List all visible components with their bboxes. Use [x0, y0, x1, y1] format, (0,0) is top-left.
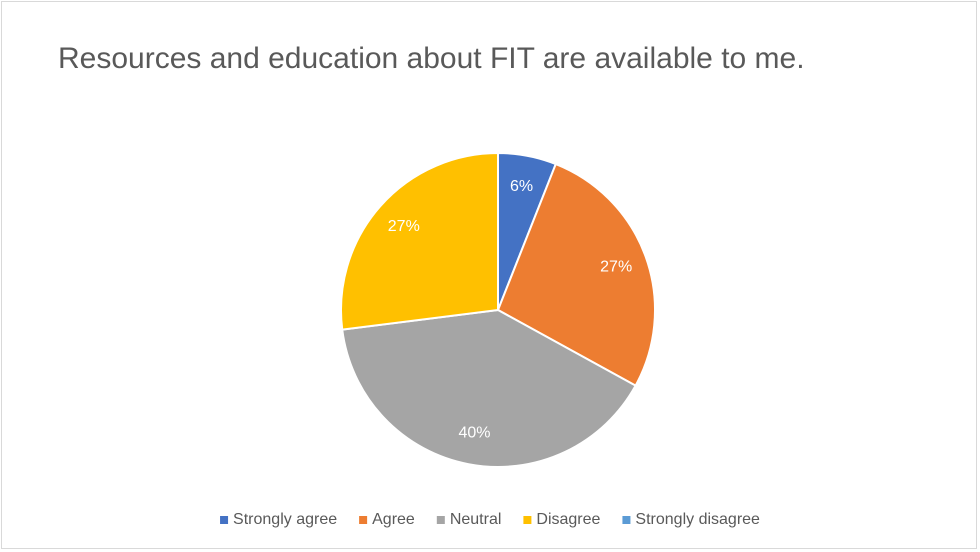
data-label: 27% — [388, 218, 420, 235]
legend-label: Strongly agree — [233, 511, 337, 528]
legend-label: Neutral — [450, 511, 502, 528]
data-label: 27% — [600, 259, 632, 276]
legend-swatch — [220, 516, 229, 524]
legend-label: Strongly disagree — [635, 511, 760, 528]
legend-label: Agree — [372, 511, 415, 528]
legend: Strongly agree Agree Neutral Disagree Strong… — [220, 511, 760, 528]
legend-swatch — [622, 516, 631, 524]
legend-swatch — [436, 516, 445, 524]
pie-slice — [496, 162, 656, 387]
legend-swatch — [359, 516, 368, 524]
pie-slice — [340, 151, 499, 331]
data-label: 40% — [458, 425, 490, 442]
legend-swatch — [523, 516, 532, 524]
data-label: 6% — [510, 178, 533, 195]
legend-label: Disagree — [536, 511, 600, 528]
pie-slice — [341, 308, 637, 468]
chart-title: Resources and education about FIT are av… — [58, 42, 805, 75]
